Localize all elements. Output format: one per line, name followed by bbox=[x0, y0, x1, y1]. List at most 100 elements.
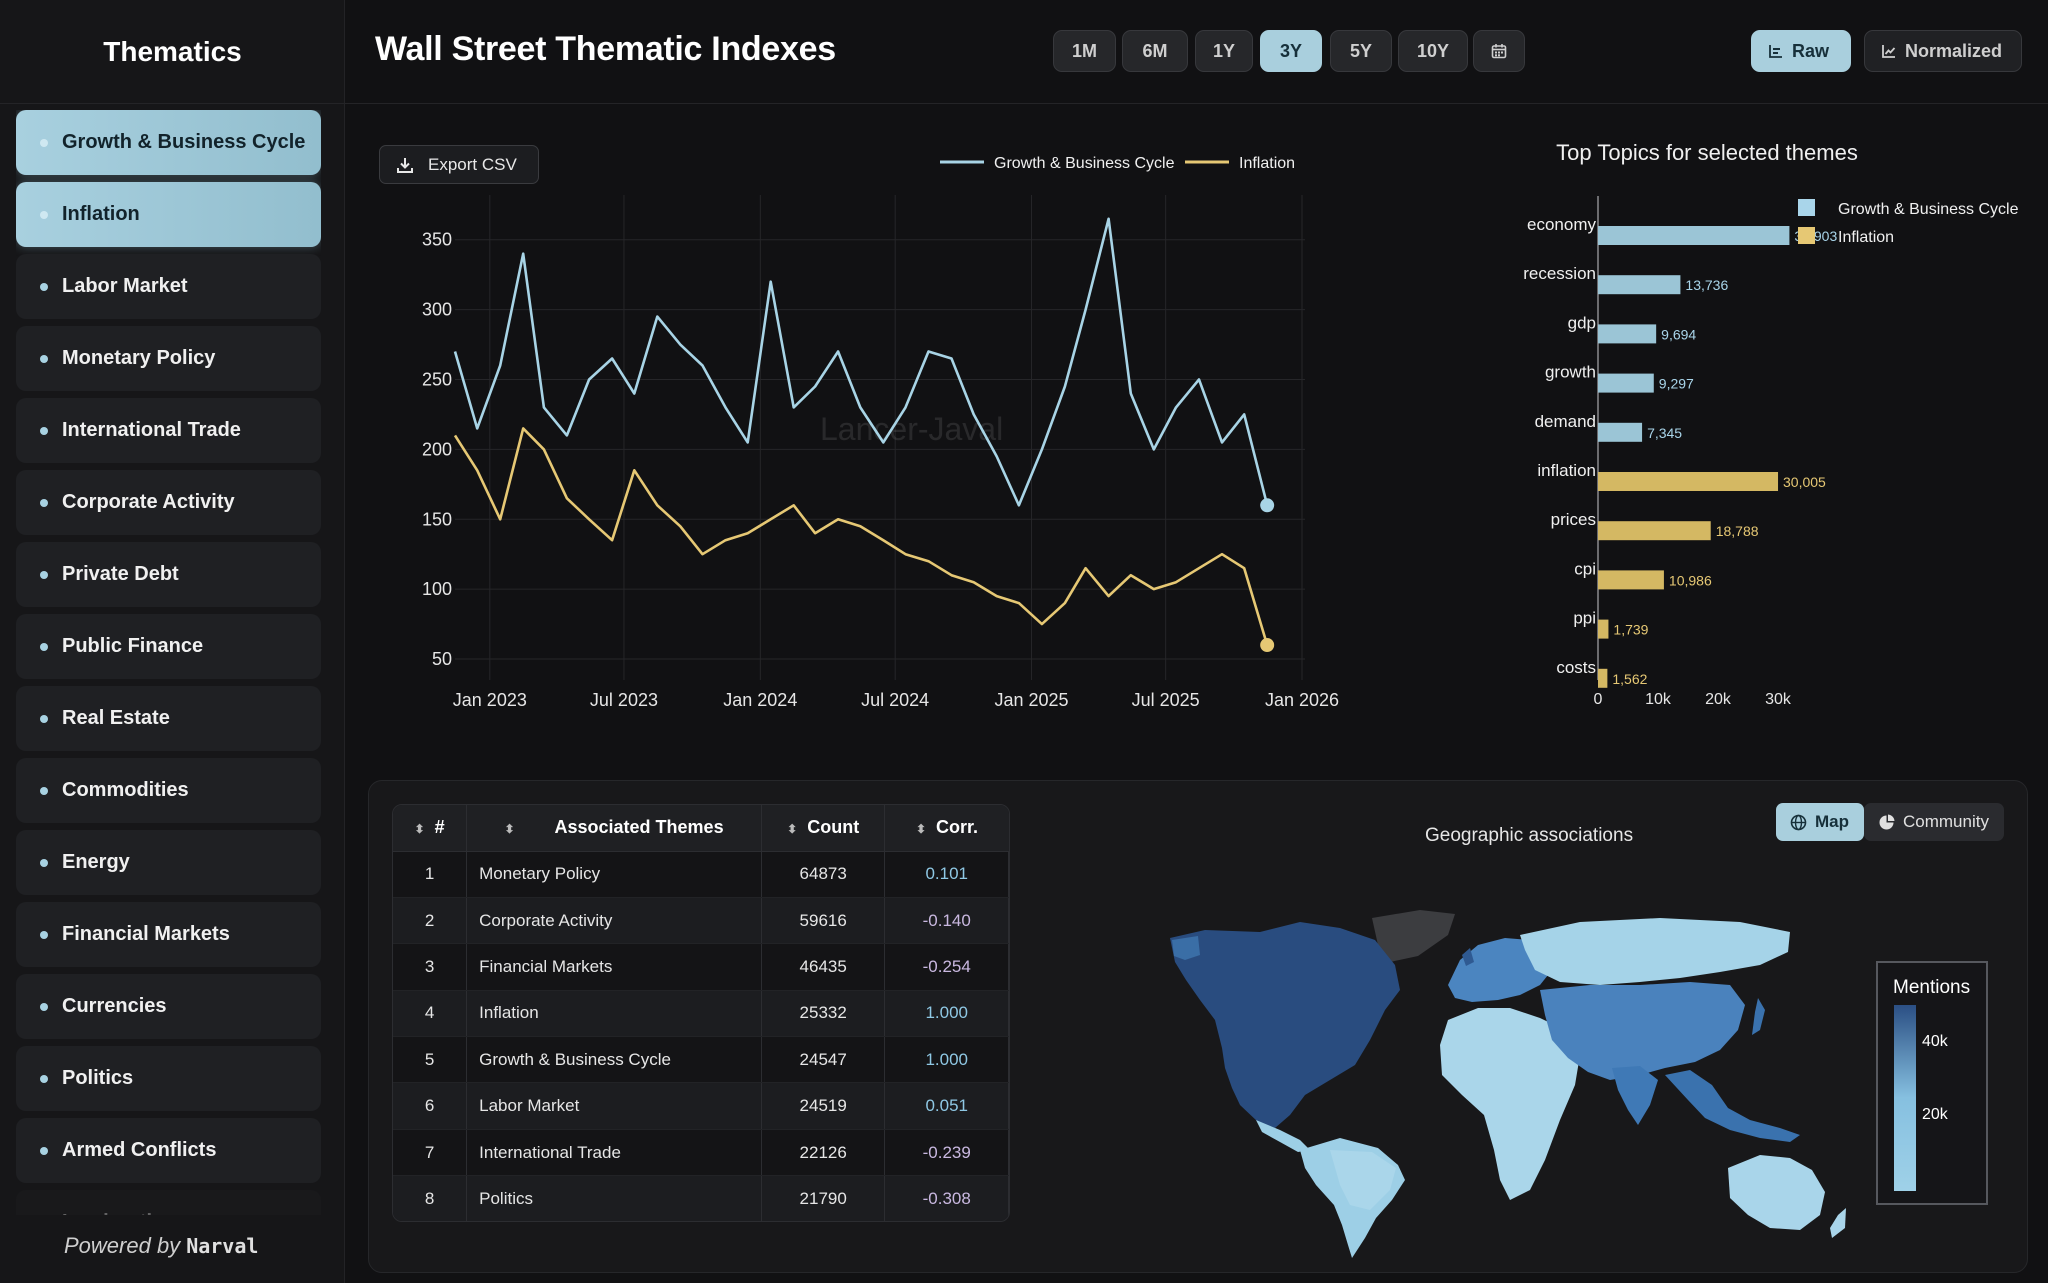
map-toggle-button[interactable]: Map bbox=[1776, 803, 1864, 841]
bar-demand[interactable] bbox=[1598, 422, 1643, 442]
sort-icon[interactable]: ⬍ bbox=[915, 822, 927, 837]
series-line-inflation[interactable] bbox=[453, 427, 1269, 646]
range-button-5y[interactable]: 5Y bbox=[1330, 30, 1392, 72]
bar-growth[interactable] bbox=[1598, 373, 1654, 393]
bar-legend-swatch bbox=[1798, 227, 1815, 244]
bullet-icon bbox=[40, 498, 48, 507]
bar-gdp[interactable] bbox=[1598, 324, 1657, 344]
range-button-1m[interactable]: 1M bbox=[1053, 30, 1116, 72]
table-row[interactable]: 4 Inflation 25332 1.000 bbox=[393, 990, 1009, 1038]
bar-inflation[interactable] bbox=[1598, 472, 1779, 491]
col-header-count[interactable]: ⬍ Count bbox=[761, 805, 886, 852]
bar-legend-label[interactable]: Growth & Business Cycle bbox=[1838, 201, 2019, 218]
range-button-1y[interactable]: 1Y bbox=[1195, 30, 1253, 72]
table-row[interactable]: 2 Corporate Activity 59616 -0.140 bbox=[393, 897, 1009, 945]
export-csv-button[interactable]: Export CSV bbox=[379, 145, 539, 184]
sidebar-item-immigration[interactable]: Immigration bbox=[16, 1190, 321, 1215]
series-line-growth[interactable] bbox=[453, 217, 1269, 507]
sidebar-item-energy[interactable]: Energy bbox=[16, 830, 321, 895]
community-toggle-button[interactable]: Community bbox=[1864, 803, 2004, 841]
sidebar-item-commodities[interactable]: Commodities bbox=[16, 758, 321, 823]
series-end-point[interactable] bbox=[1260, 498, 1275, 513]
cell-n: 1 bbox=[393, 851, 468, 898]
bullet-icon bbox=[40, 426, 48, 435]
legend-label[interactable]: Inflation bbox=[1239, 155, 1295, 172]
sidebar-item-international-trade[interactable]: International Trade bbox=[16, 398, 321, 463]
col-header-rank[interactable]: ⬍ # bbox=[393, 805, 468, 852]
map-asia[interactable] bbox=[1540, 982, 1745, 1080]
sidebar-item-monetary-policy[interactable]: Monetary Policy bbox=[16, 326, 321, 391]
sort-icon[interactable]: ⬍ bbox=[787, 822, 798, 837]
map-japan[interactable] bbox=[1752, 998, 1765, 1035]
sidebar-item-politics[interactable]: Politics bbox=[16, 1046, 321, 1111]
map-north-america[interactable] bbox=[1170, 922, 1400, 1128]
cell-n: 2 bbox=[393, 897, 468, 945]
map-alaska[interactable] bbox=[1172, 936, 1200, 960]
bar-cpi[interactable] bbox=[1598, 570, 1664, 590]
bar-category-label: prices bbox=[1551, 510, 1596, 529]
legend-label[interactable]: Growth & Business Cycle bbox=[994, 155, 1175, 172]
sidebar-item-armed-conflicts[interactable]: Armed Conflicts bbox=[16, 1118, 321, 1183]
table-row[interactable]: 1 Monetary Policy 64873 0.101 bbox=[393, 851, 1009, 898]
cell-corr: -0.140 bbox=[884, 897, 1009, 945]
x-tick-label: Jan 2025 bbox=[994, 690, 1068, 710]
map-russia[interactable] bbox=[1520, 918, 1790, 985]
powered-by: Powered by Narval bbox=[64, 1233, 258, 1259]
map-india[interactable] bbox=[1612, 1066, 1658, 1125]
world-map[interactable] bbox=[1080, 890, 1880, 1270]
bar-x-tick-label: 30k bbox=[1765, 691, 1792, 708]
bar-costs[interactable] bbox=[1598, 668, 1608, 688]
bar-x-tick-label: 20k bbox=[1705, 691, 1732, 708]
table-row[interactable]: 7 International Trade 22126 -0.239 bbox=[393, 1129, 1009, 1177]
y-tick-label: 350 bbox=[422, 230, 452, 250]
sidebar-item-inflation[interactable]: Inflation bbox=[16, 182, 321, 247]
range-button-3y[interactable]: 3Y bbox=[1260, 30, 1322, 72]
sidebar-item-private-debt[interactable]: Private Debt bbox=[16, 542, 321, 607]
cell-theme: Growth & Business Cycle bbox=[466, 1036, 762, 1084]
map-europe[interactable] bbox=[1448, 938, 1552, 1002]
map-australia[interactable] bbox=[1728, 1155, 1825, 1230]
bullet-icon bbox=[40, 858, 48, 867]
sidebar-item-financial-markets[interactable]: Financial Markets bbox=[16, 902, 321, 967]
line-chart-icon bbox=[1882, 45, 1896, 58]
table-row[interactable]: 3 Financial Markets 46435 -0.254 bbox=[393, 943, 1009, 991]
range-button-6m[interactable]: 6M bbox=[1122, 30, 1188, 72]
range-button-10y[interactable]: 10Y bbox=[1398, 30, 1468, 72]
table-row[interactable]: 6 Labor Market 24519 0.051 bbox=[393, 1082, 1009, 1130]
map-southeast-asia[interactable] bbox=[1665, 1070, 1800, 1142]
associated-themes-table: ⬍ # ⬍ Associated Themes ⬍ Count ⬍ Corr. 1 Mon… bbox=[392, 804, 1010, 1222]
map-central-america[interactable] bbox=[1256, 1120, 1310, 1152]
col-header-corr[interactable]: ⬍ Corr. bbox=[884, 805, 1009, 852]
table-row[interactable]: 5 Growth & Business Cycle 24547 1.000 bbox=[393, 1036, 1009, 1084]
map-brazil[interactable] bbox=[1330, 1150, 1396, 1210]
sidebar-item-real-estate[interactable]: Real Estate bbox=[16, 686, 321, 751]
sidebar-item-corporate-activity[interactable]: Corporate Activity bbox=[16, 470, 321, 535]
bar-economy[interactable] bbox=[1598, 226, 1790, 245]
map-new-zealand[interactable] bbox=[1830, 1208, 1846, 1238]
map-uk[interactable] bbox=[1462, 948, 1474, 966]
sort-icon[interactable]: ⬍ bbox=[414, 822, 425, 837]
bar-legend-label[interactable]: Inflation bbox=[1838, 229, 1894, 246]
bar-ppi[interactable] bbox=[1598, 619, 1609, 639]
col-header-theme[interactable]: ⬍ Associated Themes bbox=[466, 805, 762, 852]
normalized-label: Normalized bbox=[1905, 40, 2003, 61]
map-africa[interactable] bbox=[1440, 1008, 1580, 1200]
bar-value-label: 9,694 bbox=[1661, 326, 1696, 342]
map-greenland[interactable] bbox=[1372, 910, 1455, 962]
bullet-icon bbox=[40, 714, 48, 723]
table-row[interactable]: 8 Politics 21790 -0.308 bbox=[393, 1175, 1009, 1221]
series-end-point[interactable] bbox=[1260, 638, 1275, 653]
cell-count: 24547 bbox=[761, 1036, 886, 1084]
bar-prices[interactable] bbox=[1598, 521, 1711, 541]
normalized-button[interactable]: Normalized bbox=[1864, 30, 2022, 72]
sidebar-item-growth-business-cycle[interactable]: Growth & Business Cycle bbox=[16, 110, 321, 175]
bar-recession[interactable] bbox=[1598, 275, 1681, 295]
cell-theme: Labor Market bbox=[466, 1082, 762, 1130]
sidebar-item-labor-market[interactable]: Labor Market bbox=[16, 254, 321, 319]
raw-button[interactable]: Raw bbox=[1751, 30, 1851, 72]
sidebar-item-currencies[interactable]: Currencies bbox=[16, 974, 321, 1039]
calendar-button[interactable] bbox=[1473, 30, 1525, 72]
brand-logo[interactable]: Narval bbox=[186, 1234, 259, 1258]
sort-icon[interactable]: ⬍ bbox=[504, 822, 515, 837]
sidebar-item-public-finance[interactable]: Public Finance bbox=[16, 614, 321, 679]
